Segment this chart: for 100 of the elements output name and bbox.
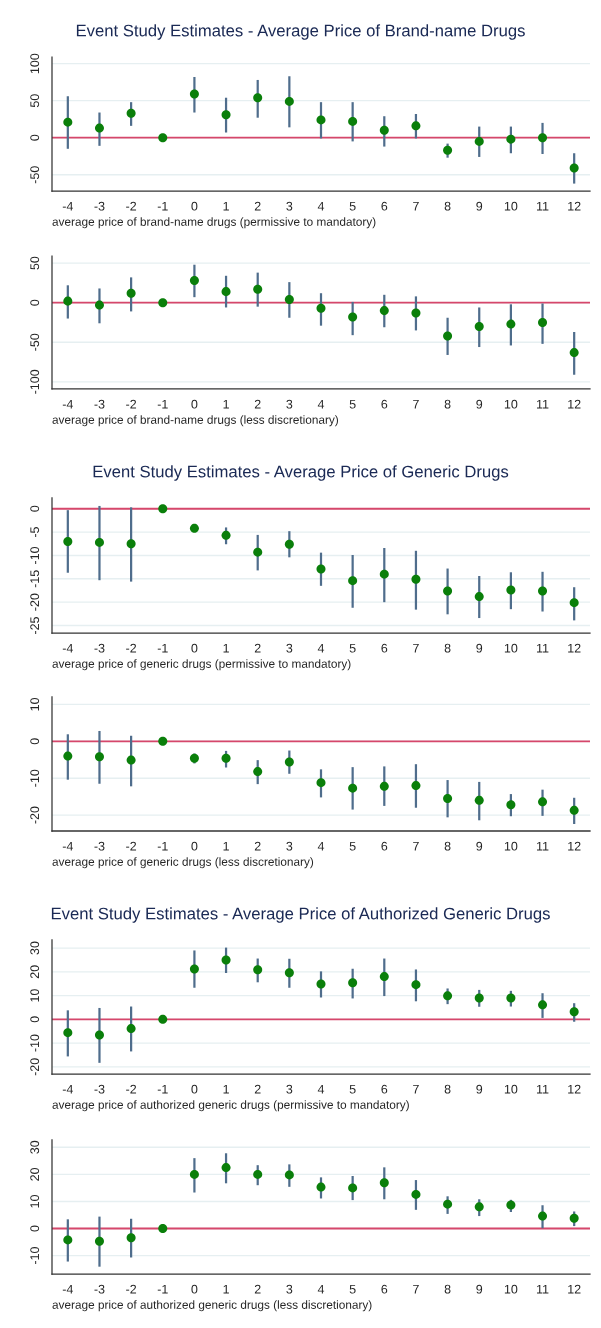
x-axis-title: average price of authorized generic drugs (less discretionary) bbox=[52, 1300, 372, 1312]
x-tick-label: 3 bbox=[286, 643, 293, 653]
x-tick-label: 7 bbox=[413, 1084, 419, 1094]
x-axis-title: average price of generic drugs (permissive to mandatory) bbox=[52, 659, 351, 671]
x-tick-label: 12 bbox=[568, 399, 581, 409]
x-tick-label: 2 bbox=[254, 1284, 261, 1294]
y-tick-label: 10 bbox=[30, 697, 40, 711]
x-tick-label: -3 bbox=[94, 1284, 105, 1294]
y-tick-label: 20 bbox=[30, 1167, 40, 1181]
x-tick-label: -2 bbox=[126, 201, 137, 211]
x-tick-label: 0 bbox=[191, 399, 198, 409]
x-tick-label: -2 bbox=[126, 1084, 137, 1094]
x-tick-label: 0 bbox=[191, 1284, 198, 1294]
x-tick-label: 10 bbox=[504, 1284, 518, 1294]
x-tick-label: 11 bbox=[536, 399, 549, 409]
x-tick-label: 8 bbox=[444, 1284, 451, 1294]
y-tick-label: 0 bbox=[30, 1225, 40, 1232]
x-tick-label: 9 bbox=[476, 1284, 483, 1294]
x-tick-label: 9 bbox=[476, 1084, 483, 1094]
x-tick-label: -1 bbox=[157, 841, 168, 851]
chart-title: Event Study Estimates - Average Price of Generic Drugs bbox=[93, 465, 509, 481]
x-tick-label: 1 bbox=[223, 841, 229, 851]
x-tick-label: 3 bbox=[286, 201, 293, 211]
y-tick-label: 50 bbox=[30, 256, 40, 270]
x-tick-label: 0 bbox=[191, 1084, 198, 1094]
x-tick-label: 8 bbox=[444, 643, 451, 653]
x-tick-label: 2 bbox=[254, 643, 261, 653]
x-tick-label: 9 bbox=[476, 201, 483, 211]
y-tick-label: -15 bbox=[30, 570, 40, 588]
x-tick-label: 2 bbox=[254, 841, 261, 851]
x-axis-title: average price of brand-name drugs (permissive to mandatory) bbox=[52, 217, 376, 229]
y-tick-label: 0 bbox=[30, 1016, 40, 1023]
x-tick-label: -1 bbox=[157, 1284, 168, 1294]
x-tick-label: -2 bbox=[126, 399, 137, 409]
x-tick-label: 5 bbox=[349, 643, 356, 653]
x-tick-label: 12 bbox=[568, 201, 581, 211]
chart-title: Event Study Estimates - Average Price of Authorized Generic Drugs bbox=[51, 907, 550, 923]
x-tick-label: 6 bbox=[381, 841, 388, 851]
x-tick-label: -4 bbox=[62, 643, 74, 653]
x-tick-label: 1 bbox=[223, 643, 229, 653]
x-tick-label: -3 bbox=[94, 643, 105, 653]
x-tick-label: 5 bbox=[349, 1284, 356, 1294]
x-tick-label: 8 bbox=[444, 1084, 451, 1094]
y-tick-label: -10 bbox=[30, 769, 40, 787]
y-tick-label: -10 bbox=[30, 546, 40, 564]
x-axis-title: average price of authorized generic drugs (permissive to mandatory) bbox=[52, 1100, 409, 1112]
x-tick-label: 8 bbox=[444, 399, 451, 409]
x-tick-label: 1 bbox=[223, 1084, 229, 1094]
y-tick-label: -10 bbox=[30, 1034, 40, 1052]
x-tick-label: -3 bbox=[94, 1084, 105, 1094]
x-tick-label: 6 bbox=[381, 1084, 388, 1094]
x-tick-label: 10 bbox=[504, 841, 518, 851]
x-tick-label: 6 bbox=[381, 399, 388, 409]
y-tick-label: -20 bbox=[30, 1058, 40, 1076]
x-tick-label: 6 bbox=[381, 1284, 388, 1294]
x-tick-label: 7 bbox=[413, 643, 419, 653]
y-tick-label: 20 bbox=[30, 965, 40, 979]
x-tick-label: -3 bbox=[94, 201, 105, 211]
x-tick-label: 5 bbox=[349, 1084, 356, 1094]
x-tick-label: 0 bbox=[191, 841, 198, 851]
x-tick-label: -4 bbox=[62, 1084, 74, 1094]
y-tick-label: 0 bbox=[30, 299, 40, 306]
x-tick-label: 11 bbox=[536, 201, 549, 211]
x-tick-label: 5 bbox=[349, 841, 356, 851]
x-tick-label: 10 bbox=[504, 1084, 518, 1094]
x-tick-label: 3 bbox=[286, 1284, 293, 1294]
x-tick-label: 9 bbox=[476, 643, 483, 653]
x-tick-label: 7 bbox=[413, 1284, 419, 1294]
x-tick-label: 4 bbox=[317, 1284, 325, 1294]
x-tick-label: 11 bbox=[536, 1284, 549, 1294]
y-tick-label: -100 bbox=[30, 369, 40, 394]
x-tick-label: 11 bbox=[536, 643, 549, 653]
y-tick-label: 0 bbox=[30, 505, 40, 512]
x-tick-label: 4 bbox=[317, 841, 325, 851]
x-tick-label: -2 bbox=[126, 841, 137, 851]
x-tick-label: 5 bbox=[349, 399, 356, 409]
x-tick-label: 6 bbox=[381, 201, 388, 211]
x-tick-label: 7 bbox=[413, 841, 419, 851]
x-tick-label: 0 bbox=[191, 201, 198, 211]
x-tick-label: 1 bbox=[223, 201, 229, 211]
y-tick-label: -50 bbox=[30, 166, 40, 184]
x-axis-title: average price of generic drugs (less discretionary) bbox=[52, 857, 314, 869]
y-tick-label: 100 bbox=[30, 53, 40, 74]
x-tick-label: 5 bbox=[349, 201, 356, 211]
x-tick-label: 7 bbox=[413, 399, 419, 409]
x-tick-label: 12 bbox=[568, 643, 581, 653]
x-tick-label: 4 bbox=[317, 1084, 325, 1094]
x-tick-label: -3 bbox=[94, 399, 105, 409]
x-tick-label: 2 bbox=[254, 201, 261, 211]
y-tick-label: -50 bbox=[30, 333, 40, 351]
x-tick-label: 8 bbox=[444, 841, 451, 851]
x-tick-label: 12 bbox=[568, 1284, 581, 1294]
x-tick-label: 11 bbox=[536, 1084, 549, 1094]
x-tick-label: 4 bbox=[317, 201, 325, 211]
y-tick-label: 0 bbox=[30, 738, 40, 745]
x-tick-label: -4 bbox=[62, 841, 74, 851]
x-tick-label: 4 bbox=[317, 399, 325, 409]
x-tick-label: 12 bbox=[568, 1084, 581, 1094]
x-tick-label: 3 bbox=[286, 399, 293, 409]
y-tick-label: -25 bbox=[30, 617, 40, 634]
